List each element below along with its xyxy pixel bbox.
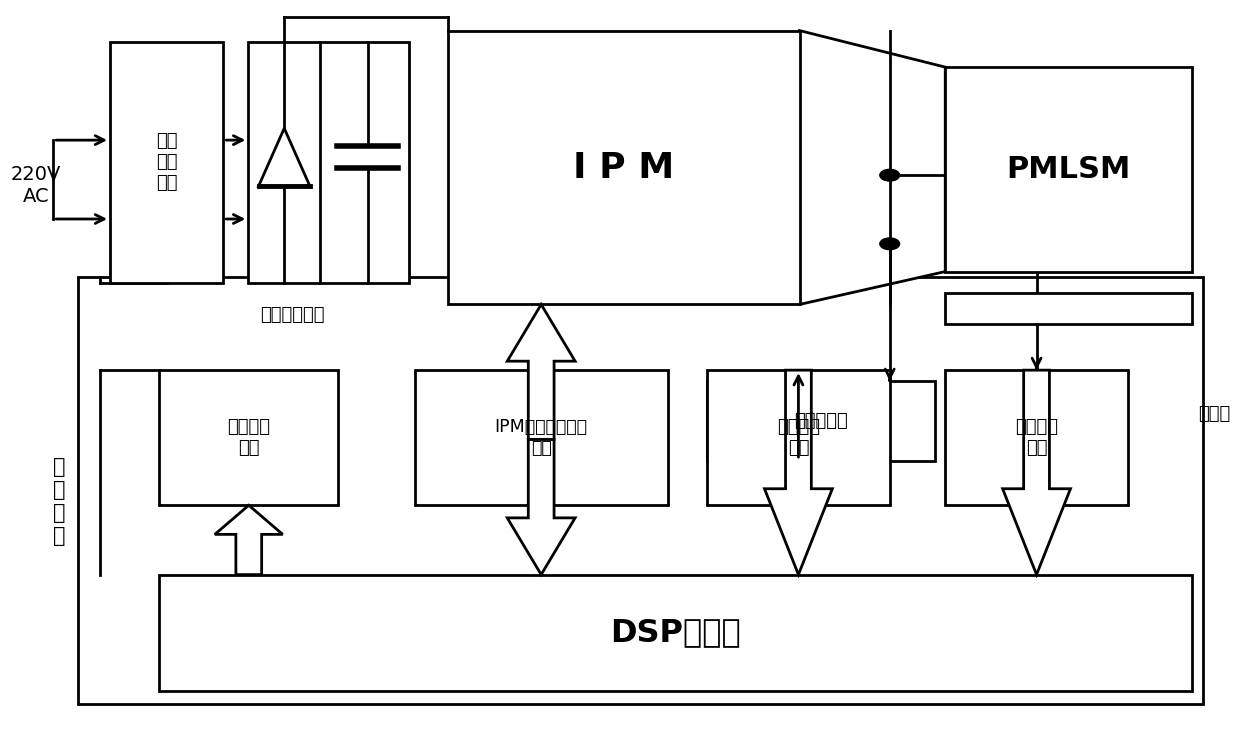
Text: PMLSM: PMLSM xyxy=(1007,155,1131,184)
FancyBboxPatch shape xyxy=(448,31,800,304)
Text: 电压调整
电路: 电压调整 电路 xyxy=(227,419,270,457)
FancyBboxPatch shape xyxy=(110,42,223,282)
Text: I P M: I P M xyxy=(573,150,675,185)
FancyBboxPatch shape xyxy=(707,381,935,462)
Circle shape xyxy=(880,238,899,250)
Text: 电流采样
电路: 电流采样 电路 xyxy=(777,419,820,457)
Text: 光栅尺: 光栅尺 xyxy=(1198,405,1230,423)
Text: 整流滤波单元: 整流滤波单元 xyxy=(260,306,325,325)
Polygon shape xyxy=(507,304,575,440)
FancyBboxPatch shape xyxy=(159,370,339,505)
Text: 交流
调压
单元: 交流 调压 单元 xyxy=(156,132,177,192)
FancyBboxPatch shape xyxy=(159,575,1192,691)
FancyBboxPatch shape xyxy=(248,42,408,282)
Text: IPM隔离驱动保护
电路: IPM隔离驱动保护 电路 xyxy=(495,419,588,457)
FancyBboxPatch shape xyxy=(707,370,890,505)
Circle shape xyxy=(880,169,899,181)
FancyBboxPatch shape xyxy=(414,370,667,505)
Polygon shape xyxy=(1003,370,1070,575)
Text: DSP处理器: DSP处理器 xyxy=(610,617,742,649)
Text: 控
制
电
路: 控 制 电 路 xyxy=(53,457,66,546)
FancyBboxPatch shape xyxy=(945,67,1192,271)
FancyBboxPatch shape xyxy=(78,276,1203,704)
Text: 霍尔传感器: 霍尔传感器 xyxy=(795,412,848,430)
Text: 位置采样
电路: 位置采样 电路 xyxy=(1016,419,1058,457)
Polygon shape xyxy=(765,370,832,575)
Polygon shape xyxy=(800,31,945,304)
Polygon shape xyxy=(259,128,310,186)
Text: 220V
AC: 220V AC xyxy=(11,165,61,206)
Polygon shape xyxy=(507,440,575,575)
Polygon shape xyxy=(215,505,283,575)
FancyBboxPatch shape xyxy=(945,370,1128,505)
FancyBboxPatch shape xyxy=(945,292,1192,324)
